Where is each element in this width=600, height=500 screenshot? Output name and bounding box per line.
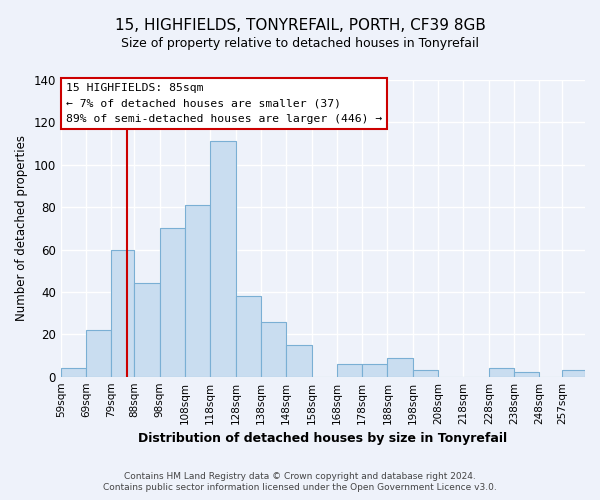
Bar: [514, 372, 539, 376]
Bar: [112, 250, 134, 376]
Bar: [388, 358, 413, 376]
Bar: [286, 345, 311, 376]
Y-axis label: Number of detached properties: Number of detached properties: [15, 136, 28, 322]
Bar: [261, 322, 286, 376]
Bar: [362, 364, 388, 376]
Text: 15 HIGHFIELDS: 85sqm
← 7% of detached houses are smaller (37)
89% of semi-detach: 15 HIGHFIELDS: 85sqm ← 7% of detached ho…: [66, 83, 382, 124]
Bar: [413, 370, 438, 376]
Text: 15, HIGHFIELDS, TONYREFAIL, PORTH, CF39 8GB: 15, HIGHFIELDS, TONYREFAIL, PORTH, CF39 …: [115, 18, 485, 32]
Text: Size of property relative to detached houses in Tonyrefail: Size of property relative to detached ho…: [121, 38, 479, 51]
Bar: [337, 364, 362, 376]
Text: Contains HM Land Registry data © Crown copyright and database right 2024.: Contains HM Land Registry data © Crown c…: [124, 472, 476, 481]
Bar: [210, 142, 236, 376]
Bar: [562, 370, 585, 376]
Text: Contains public sector information licensed under the Open Government Licence v3: Contains public sector information licen…: [103, 484, 497, 492]
Bar: [134, 284, 160, 376]
Bar: [61, 368, 86, 376]
Bar: [86, 330, 112, 376]
X-axis label: Distribution of detached houses by size in Tonyrefail: Distribution of detached houses by size …: [139, 432, 508, 445]
Bar: [185, 205, 210, 376]
Bar: [489, 368, 514, 376]
Bar: [160, 228, 185, 376]
Bar: [236, 296, 261, 376]
